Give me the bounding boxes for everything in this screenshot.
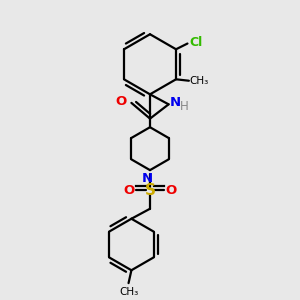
Text: CH₃: CH₃ <box>190 76 209 86</box>
Text: O: O <box>115 95 126 108</box>
Text: S: S <box>145 183 155 198</box>
Text: CH₃: CH₃ <box>119 287 138 297</box>
Text: N: N <box>170 96 181 109</box>
Text: N: N <box>142 172 153 184</box>
Text: Cl: Cl <box>189 37 202 50</box>
Text: O: O <box>165 184 176 196</box>
Text: O: O <box>124 184 135 196</box>
Text: H: H <box>179 100 188 112</box>
